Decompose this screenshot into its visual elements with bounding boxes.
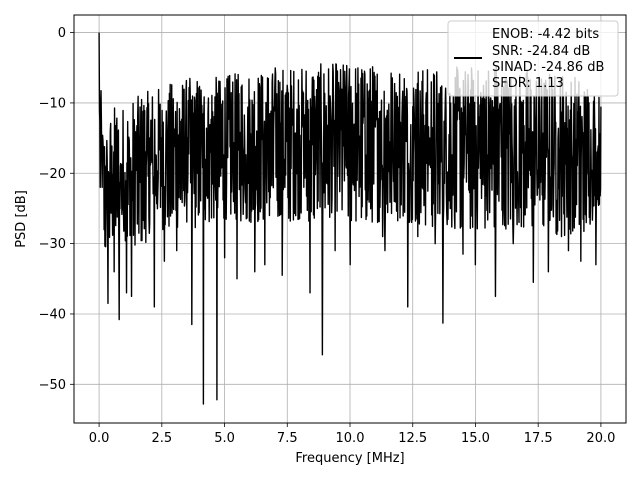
y-tick-label: −40 <box>39 307 66 322</box>
y-tick-label: −10 <box>39 96 66 111</box>
x-tick-label: 17.5 <box>524 431 553 446</box>
legend-box <box>447 20 619 97</box>
y-tick-label: −20 <box>39 167 66 182</box>
y-axis-label: PSD [dB] <box>14 190 29 248</box>
x-axis-ticks: 0.0 2.5 5.0 7.5 10.0 12.5 15.0 17.5 20.0 <box>89 423 615 446</box>
x-tick-label: 0.0 <box>89 431 110 446</box>
x-axis-label: Frequency [MHz] <box>295 451 404 466</box>
y-tick-label: −50 <box>39 378 66 393</box>
x-tick-label: 10.0 <box>336 431 365 446</box>
legend-entry-sfdr: SFDR: 1.13 <box>492 76 564 91</box>
x-tick-label: 12.5 <box>398 431 427 446</box>
x-tick-label: 7.5 <box>277 431 298 446</box>
legend-entry-snr: SNR: -24.84 dB <box>492 44 590 59</box>
y-tick-label: −30 <box>39 237 66 252</box>
y-tick-label: 0 <box>58 26 66 41</box>
legend: ENOB: -4.42 bits SNR: -24.84 dB SINAD: -… <box>447 20 619 97</box>
legend-entry-enob: ENOB: -4.42 bits <box>492 27 599 42</box>
y-axis-ticks: 0 −10 −20 −30 −40 −50 <box>39 26 74 393</box>
psd-series <box>98 32 602 405</box>
legend-entry-sinad: SINAD: -24.86 dB <box>492 60 604 75</box>
x-tick-label: 2.5 <box>151 431 172 446</box>
x-tick-label: 20.0 <box>586 431 615 446</box>
x-tick-label: 15.0 <box>461 431 490 446</box>
x-tick-label: 5.0 <box>214 431 235 446</box>
psd-line <box>98 32 602 405</box>
